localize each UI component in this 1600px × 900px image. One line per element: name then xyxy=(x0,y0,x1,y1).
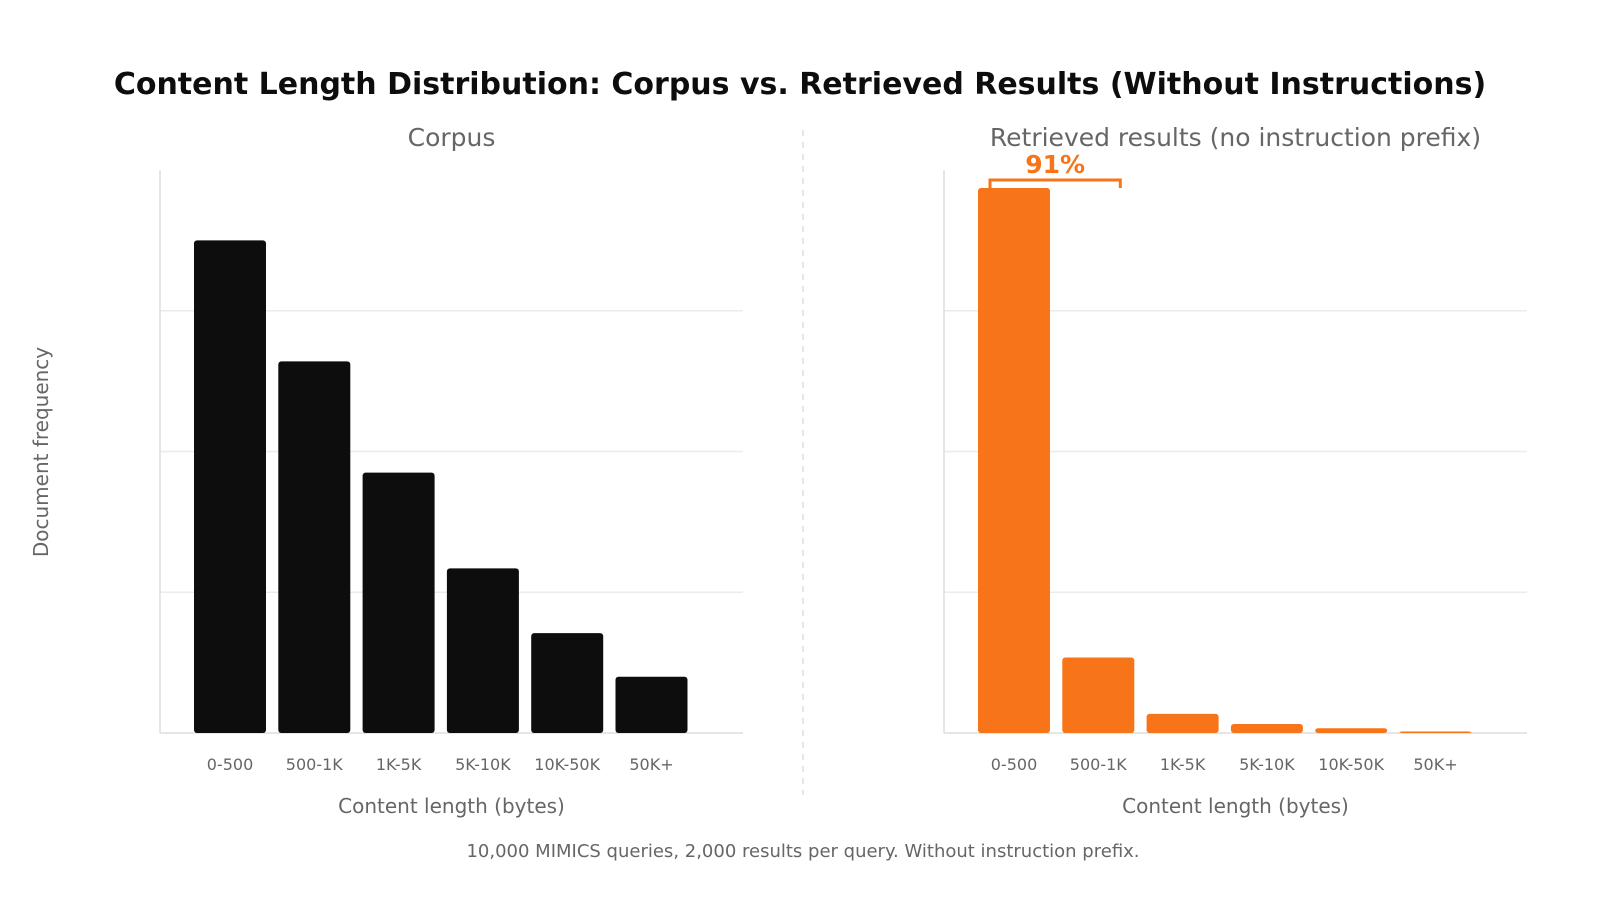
bar-50K+ xyxy=(1399,731,1472,733)
x-tick-label: 500-1K xyxy=(286,755,343,774)
bar-1K-5K xyxy=(362,472,435,733)
annotation-bracket xyxy=(988,178,1122,188)
x-tick-label: 50K+ xyxy=(1413,755,1457,774)
x-tick-label: 1K-5K xyxy=(376,755,422,774)
x-tick-label: 0-500 xyxy=(207,755,254,774)
x-axis-label: Content length (bytes) xyxy=(338,794,565,818)
panel-1: Corpus 0-500 500-1K 1K-5K 5K-10K 10K-50K 50K+ C… xyxy=(159,123,743,818)
y-axis-label: Document frequency xyxy=(29,347,53,557)
bar-500-1K xyxy=(1062,657,1135,733)
figure-caption: 10,000 MIMICS queries, 2,000 results per… xyxy=(466,841,1139,862)
x-tick-label: 5K-10K xyxy=(1239,755,1295,774)
panels: Corpus 0-500 500-1K 1K-5K 5K-10K 10K-50K 50K+ C… xyxy=(159,123,1527,818)
bar-5K-10K xyxy=(1230,724,1303,733)
x-tick-label: 1K-5K xyxy=(1160,755,1206,774)
bar-0-500 xyxy=(978,187,1050,733)
x-tick-label: 50K+ xyxy=(629,755,673,774)
panel-title: Corpus xyxy=(408,123,496,152)
panel-title: Retrieved results (no instruction prefix… xyxy=(990,123,1481,152)
bar-50K+ xyxy=(615,676,688,733)
x-tick-label: 10K-50K xyxy=(1318,755,1384,774)
bar-1K-5K xyxy=(1146,713,1219,733)
x-tick-label: 500-1K xyxy=(1070,755,1127,774)
x-tick-label: 10K-50K xyxy=(534,755,600,774)
x-tick-label: 0-500 xyxy=(991,755,1038,774)
bar-10K-50K xyxy=(1315,728,1388,733)
figure-title: Content Length Distribution: Corpus vs. … xyxy=(114,67,1486,102)
bar-10K-50K xyxy=(531,633,604,733)
x-tick-label: 5K-10K xyxy=(455,755,511,774)
bar-0-500 xyxy=(194,240,266,733)
x-axis-label: Content length (bytes) xyxy=(1122,794,1349,818)
bar-5K-10K xyxy=(446,568,519,733)
bar-500-1K xyxy=(278,361,351,733)
annotation-label: 91% xyxy=(1025,150,1085,179)
panel-2: Retrieved results (no instruction prefix… xyxy=(943,123,1527,818)
